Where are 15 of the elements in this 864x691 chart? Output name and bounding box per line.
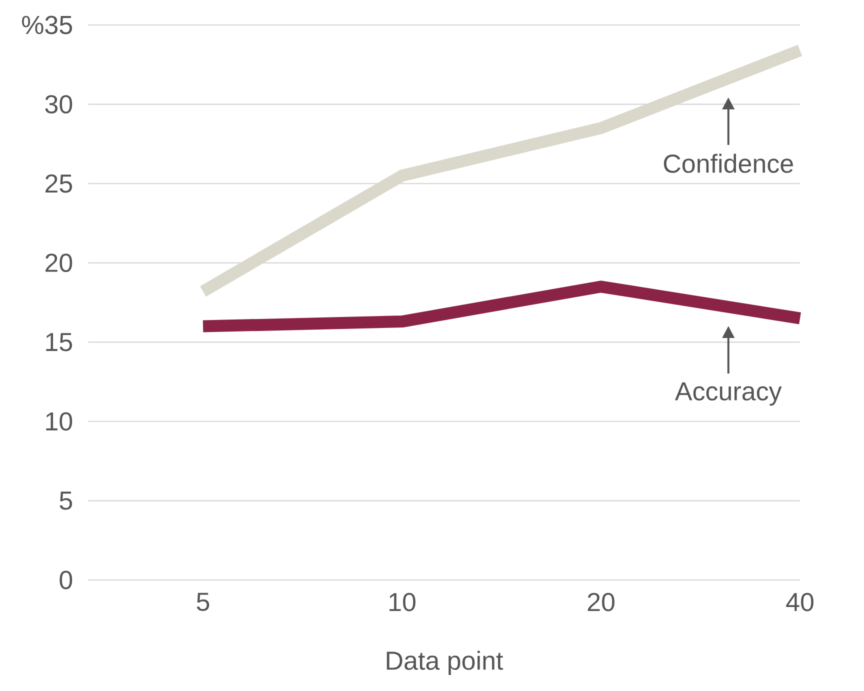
y-tick-label: %35	[22, 16, 72, 34]
x-tick-label: 20	[588, 592, 614, 612]
x-tick-label: 10	[390, 592, 416, 612]
y-tick-label: 30	[45, 95, 72, 114]
text: Accuracy	[674, 382, 782, 406]
y-tick-label: 5	[60, 492, 72, 510]
y-tick-label: 25	[46, 174, 72, 193]
y-tick-label: 20	[46, 254, 72, 272]
y-tick-label: 15	[46, 333, 72, 352]
x-tick-label: 5	[196, 592, 210, 612]
x-axis-title: Data point	[386, 650, 504, 676]
x-tick-label: 40	[786, 592, 814, 612]
series-label: Confidence	[664, 154, 793, 173]
y-tick-label: 0	[60, 570, 72, 590]
y-tick-label: 10	[46, 412, 72, 431]
